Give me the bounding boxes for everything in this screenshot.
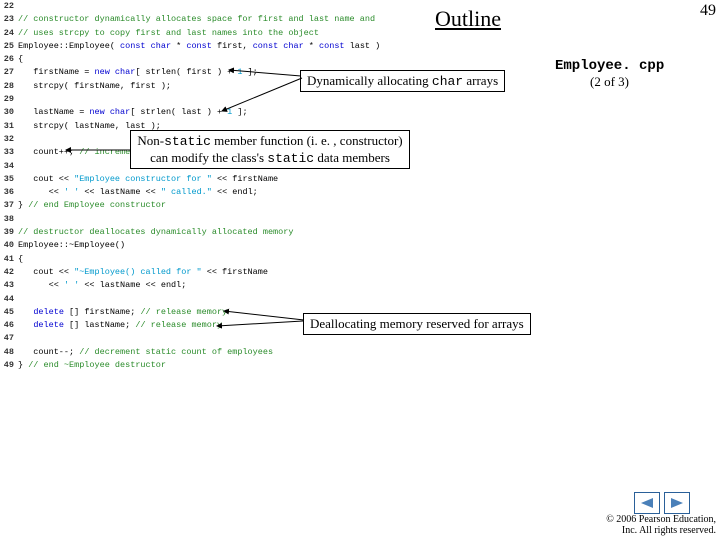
prev-button[interactable] <box>634 492 660 514</box>
filename-sub-label: (2 of 3) <box>590 74 629 90</box>
code-line: 41{ <box>0 253 420 266</box>
next-button[interactable] <box>664 492 690 514</box>
code-line: 36 << ' ' << lastName << " called." << e… <box>0 186 420 199</box>
code-line: 48 count--; // decrement static count of… <box>0 346 420 359</box>
code-line: 49} // end ~Employee destructor <box>0 359 420 372</box>
code-line: 43 << ' ' << lastName << endl; <box>0 279 420 292</box>
code-line: 25Employee::Employee( const char * const… <box>0 40 420 53</box>
code-line: 30 lastName = new char[ strlen( last ) +… <box>0 106 420 119</box>
outline-heading: Outline <box>435 6 501 32</box>
code-line: 42 cout << "~Employee() called for " << … <box>0 266 420 279</box>
code-line: 26{ <box>0 53 420 66</box>
code-line: 29 <box>0 93 420 106</box>
code-line: 23// constructor dynamically allocates s… <box>0 13 420 26</box>
code-line: 44 <box>0 293 420 306</box>
code-line: 37} // end Employee constructor <box>0 199 420 212</box>
code-line: 38 <box>0 213 420 226</box>
filename-label: Employee. cpp <box>555 58 664 74</box>
callout-nonstatic: Non-static member function (i. e. , cons… <box>130 130 410 169</box>
code-line: 39// destructor deallocates dynamically … <box>0 226 420 239</box>
code-line: 22 <box>0 0 420 13</box>
callout-dealloc: Deallocating memory reserved for arrays <box>303 313 531 335</box>
copyright: © 2006 Pearson Education,Inc. All rights… <box>606 514 716 536</box>
callout-dynamic-alloc: Dynamically allocating char arrays <box>300 70 505 92</box>
code-line: 40Employee::~Employee() <box>0 239 420 252</box>
code-line: 24// uses strcpy to copy first and last … <box>0 27 420 40</box>
nav-buttons <box>634 492 690 514</box>
page-number: 49 <box>700 2 716 20</box>
code-line: 35 cout << "Employee constructor for " <… <box>0 173 420 186</box>
